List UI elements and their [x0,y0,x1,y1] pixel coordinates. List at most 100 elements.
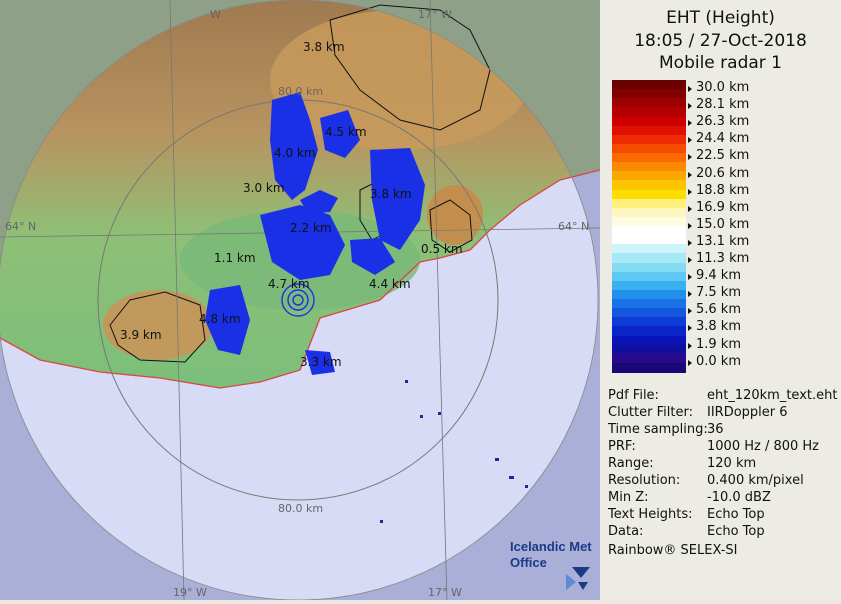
legend-tick [688,239,692,246]
legend-swatch [612,134,686,145]
legend-label: 28.1 km [696,97,750,113]
legend-tick [688,359,692,366]
legend-swatch [612,180,686,190]
legend-swatch [612,216,686,227]
legend-swatch [612,262,686,273]
legend-label: 15.0 km [696,216,750,232]
legend-swatch [612,235,686,245]
echo-height-label: 3.9 km [120,328,162,342]
legend-swatch [612,253,686,263]
legend-tick [688,308,692,315]
legend-tick [688,222,692,229]
logo-mark-icon [566,567,590,590]
echo-height-label: 3.8 km [370,187,412,201]
legend-swatch [612,98,686,108]
legend-swatch [612,289,686,300]
info-key: Text Heights: [608,507,693,522]
echo-height-label: 4.0 km [274,146,316,160]
color-legend-bar [612,80,686,373]
label-range-top: 80.0 km [278,85,323,98]
legend-swatch [612,153,686,163]
legend-label: 20.6 km [696,165,750,181]
legend-swatch [612,162,686,172]
info-key: Data: [608,524,644,539]
echo-height-label: 4.8 km [199,312,241,326]
legend-tick [688,171,692,178]
echo-height-label: 1.1 km [214,251,256,265]
info-value: -10.0 dBZ [707,490,771,505]
legend-swatch [612,207,686,218]
legend-label: 5.6 km [696,302,741,318]
legend-label: 16.9 km [696,199,750,215]
info-value: Echo Top [707,507,765,522]
legend-swatch [612,326,686,336]
legend-swatch [612,226,686,236]
echo-height-label: 4.4 km [369,277,411,291]
info-value: 36 [707,422,724,437]
label-lon-17w: 17° W [428,586,462,599]
legend-label: 0.0 km [696,353,741,369]
label-range-bottom: 80.0 km [278,502,323,515]
legend-swatch [612,89,686,99]
legend-swatch [612,116,686,127]
glacier-outline-east [429,199,473,253]
legend-label: 30.0 km [696,80,750,95]
legend-tick [688,86,692,92]
legend-swatch [612,171,686,181]
info-key: Pdf File: [608,388,659,403]
legend-tick [688,137,692,144]
timestamp: 18:05 / 27-Oct-2018 [634,31,807,51]
legend-swatch [612,271,686,282]
legend-label: 26.3 km [696,114,750,130]
legend-swatch [612,317,686,327]
legend-tick [688,291,692,298]
echo-height-label: 4.5 km [325,125,367,139]
legend-tick [688,257,692,263]
info-value: 120 km [707,456,757,471]
info-value: 1000 Hz / 800 Hz [707,439,820,454]
legend-label: 13.1 km [696,233,750,249]
info-value: Echo Top [707,524,765,539]
legend-tick [688,103,692,110]
radar-map: W 17° W 64° N 64° N 80.0 km 80.0 km 19° … [0,0,601,601]
legend-swatch [612,143,686,154]
radar-echoes [205,92,425,375]
info-key: Min Z: [608,490,649,505]
legend-label: 22.5 km [696,148,750,164]
legend-swatch [612,80,686,90]
legend-swatch [612,189,686,200]
legend-tick [688,342,692,349]
info-value: IIRDoppler 6 [707,405,788,420]
echo-height-label: 4.7 km [268,277,310,291]
legend-label: 24.4 km [696,131,750,147]
legend-swatch [612,125,686,136]
label-lat-64n-right: 64° N [558,220,589,233]
info-key: Range: [608,456,654,471]
legend-tick [688,325,692,332]
legend-swatch [612,107,686,117]
legend-swatch [612,362,686,373]
glacier-southwest [103,290,213,360]
legend-swatch [612,335,686,346]
info-value: 0.400 km/pixel [707,473,804,488]
info-key: Clutter Filter: [608,405,693,420]
legend-tick [688,188,692,195]
legend-label: 1.9 km [696,336,741,352]
logo-text-line1: Icelandic Met [510,539,592,554]
info-value: eht_120km_text.eht [707,388,838,403]
legend-label: 18.8 km [696,182,750,198]
legend-swatch [612,280,686,291]
legend-label: 3.8 km [696,319,741,335]
glacier-outline-southwest [109,291,206,363]
legend-tick [688,154,692,161]
sea-clutter [380,380,528,523]
product-title: EHT (Height) [666,8,775,28]
legend-swatch [612,344,686,355]
echo-height-label: 0.5 km [421,242,463,256]
echo-height-label: 2.2 km [290,221,332,235]
legend-label: 11.3 km [696,251,750,266]
label-lon-19w: 19° W [173,586,207,599]
logo-text-line2: Office [510,555,547,570]
legend-swatch [612,353,686,364]
label-lon-19w-top: W [210,8,221,21]
